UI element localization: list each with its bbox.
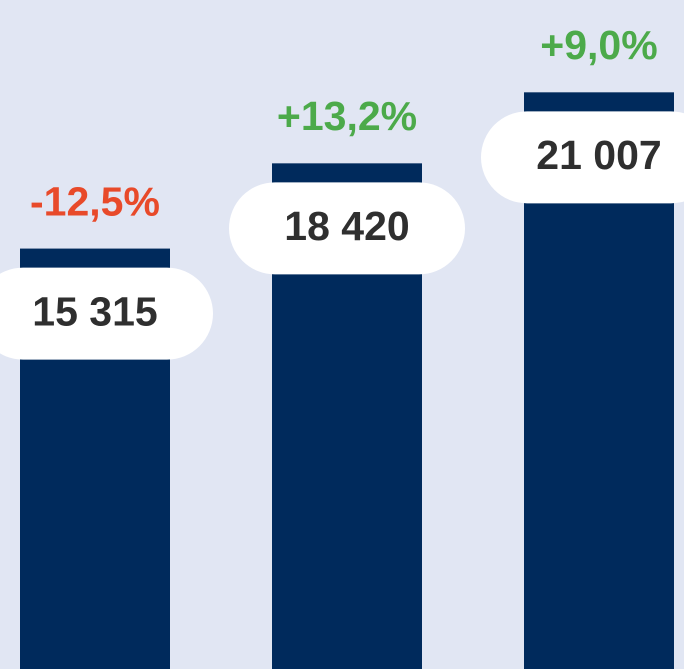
change-label: +9,0% (540, 22, 657, 68)
change-label: +13,2% (277, 93, 417, 139)
value-label: 18 420 (284, 203, 409, 249)
value-pill (229, 182, 465, 275)
change-label: -12,5% (30, 178, 160, 224)
value-label: 21 007 (536, 132, 661, 178)
value-label: 15 315 (32, 288, 157, 334)
value-pill (0, 267, 213, 360)
value-pill (481, 111, 684, 204)
